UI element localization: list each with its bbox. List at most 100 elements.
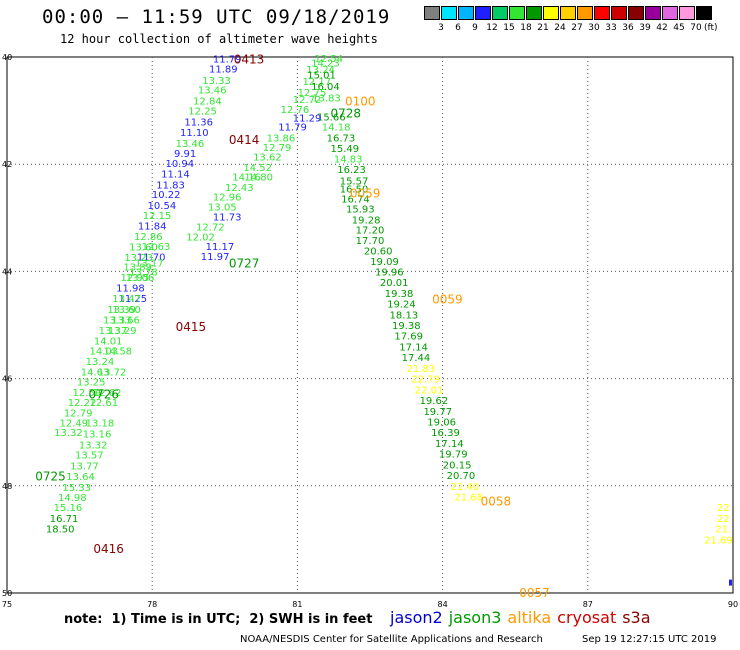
wave-height-value: 11.17 (206, 242, 235, 253)
wave-height-value: 15.93 (346, 205, 375, 216)
color-scale-label: 9 (472, 23, 478, 33)
wave-height-value: 12.72 (196, 222, 225, 233)
color-scale-label: 21 (537, 23, 549, 33)
wave-height-value: 13.24 (86, 357, 115, 368)
color-swatch (475, 6, 491, 20)
wave-height-value: 12.79 (263, 143, 292, 154)
wave-height-value: 10.94 (165, 159, 194, 170)
wave-height-value: 12.43 (225, 183, 254, 194)
pass-time-label: 0728 (331, 107, 362, 121)
pass-time-label: 0725 (35, 470, 66, 484)
wave-height-value: 19.79 (439, 450, 468, 461)
wave-height-value: 12.79 (64, 408, 93, 419)
latitude-tick-label: 50 (2, 589, 12, 598)
map-frame (6, 56, 734, 594)
wave-height-value: 13.89 (123, 263, 152, 274)
wave-height-value: 13.06 (126, 273, 155, 284)
wave-height-value: 12.17 (302, 77, 331, 88)
wave-height-value: 22.01 (415, 385, 444, 396)
color-scale-label: 18 (520, 23, 532, 33)
wave-height-value: 11.73 (213, 213, 242, 224)
wave-height-value: 13.29 (108, 326, 137, 337)
wave-height-value: 18.13 (390, 310, 419, 321)
wave-height-value: 13.18 (86, 419, 115, 430)
color-swatch (560, 6, 576, 20)
wave-height-value: 16.23 (337, 165, 366, 176)
color-swatch (509, 6, 525, 20)
wave-height-value: 13.16 (83, 429, 112, 440)
wave-height-value: 17.44 (402, 353, 431, 364)
wave-height-value: 13.25 (77, 377, 106, 388)
wave-height-value: 11.70 (137, 252, 166, 263)
wave-height-value: 14.52 (243, 163, 272, 174)
satellite-legend-s3a: s3a (622, 608, 651, 627)
wave-height-value: 21.40 (451, 482, 480, 493)
wave-height-value: 11.14 (161, 169, 190, 180)
wave-height-value: 13.32 (54, 428, 83, 439)
color-scale-unit: (ft) (704, 23, 718, 33)
wave-height-value: 20.70 (447, 471, 476, 482)
credit-line: NOAA/NESDIS Center for Satellite Applica… (240, 634, 543, 645)
wave-height-value: 11.79 (278, 123, 307, 134)
wave-height-value: 19.77 (423, 407, 452, 418)
color-scale-label: 70 (690, 23, 702, 33)
latitude-tick-label: 44 (2, 267, 12, 276)
wave-height-value: 13.86 (267, 133, 296, 144)
color-scale-label: 45 (673, 23, 685, 33)
wave-height-value: 16.74 (341, 195, 370, 206)
wave-height-value: 13.37 (99, 326, 128, 337)
wave-height-value: 14.83 (334, 154, 363, 165)
wave-height-value: 14.03 (89, 347, 118, 358)
wave-height-value: 13.32 (79, 441, 108, 452)
wave-height-value: 17.20 (356, 226, 385, 237)
wave-height-value: 21.69 (704, 535, 733, 546)
color-swatch (458, 6, 474, 20)
wave-height-value: 11.25 (119, 294, 148, 305)
color-swatch (594, 6, 610, 20)
wave-height-value: 14.23 (311, 58, 340, 69)
color-scale-label: 15 (503, 23, 515, 33)
wave-height-value: 13.39 (107, 305, 136, 316)
wave-height-value: 13.46 (198, 86, 227, 97)
wave-height-value: 12.49 (59, 419, 88, 430)
wave-height-value: 16.04 (311, 82, 340, 93)
wave-height-value: 11.84 (138, 221, 167, 232)
wave-height-value: 10.22 (152, 190, 181, 201)
longitude-tick-label: 75 (2, 600, 12, 609)
wave-height-value: 12.25 (188, 107, 217, 118)
wave-height-value: 19.38 (385, 289, 414, 300)
wave-height-value: 12.72 (293, 95, 322, 106)
wave-height-value: 12.62 (93, 388, 122, 399)
wave-height-value: 22 (717, 514, 730, 525)
wave-height-value: 19.96 (375, 267, 404, 278)
wave-height-value: 12.59 (73, 388, 102, 399)
wave-height-value: 14.01 (94, 337, 123, 348)
wave-height-value: 9.91 (174, 149, 196, 160)
wave-height-value: 13.57 (75, 451, 104, 462)
wave-height-value: 11.36 (184, 117, 213, 128)
wave-height-value: 14.18 (322, 123, 351, 134)
latitude-tick-label: 46 (2, 375, 12, 384)
wave-height-value: 21.68 (454, 493, 483, 504)
longitude-tick-label: 78 (147, 600, 157, 609)
longitude-tick-label: 87 (583, 600, 593, 609)
wave-height-value: 12.95 (120, 273, 149, 284)
wave-height-value: 11.83 (156, 181, 185, 192)
wave-height-value: 12.02 (186, 233, 215, 244)
wave-height-value: 13.78 (129, 267, 158, 278)
satellite-legend: jason2 jason3 altika cryosat s3a (390, 608, 657, 627)
map-subtitle: 12 hour collection of altimeter wave hei… (60, 32, 378, 46)
color-scale-label: 30 (588, 23, 600, 33)
wave-height-value: 12.75 (298, 88, 327, 99)
wave-height-value: 14.16 (232, 173, 261, 184)
wave-height-value: 20.01 (380, 278, 409, 289)
color-scale-label: 12 (486, 23, 498, 33)
wave-height-value: 19.09 (370, 257, 399, 268)
wave-height-value: 15.33 (62, 483, 91, 494)
wave-height-value: 20.15 (443, 460, 472, 471)
wave-height-value: 13.83 (312, 94, 341, 105)
wave-height-value: 14.98 (58, 493, 87, 504)
wave-height-value: 19.38 (392, 321, 421, 332)
pass-time-label: 0058 (481, 494, 512, 508)
